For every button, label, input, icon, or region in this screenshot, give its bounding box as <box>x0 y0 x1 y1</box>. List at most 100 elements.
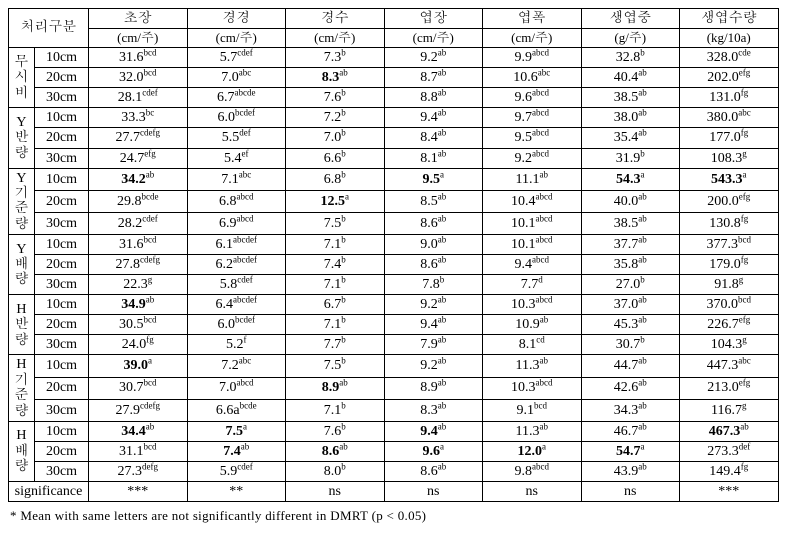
data-cell: 24.0fg <box>89 335 188 355</box>
data-cell: 11.1ab <box>483 168 582 190</box>
data-cell: 27.3defg <box>89 461 188 481</box>
depth-label: 20cm <box>35 190 89 212</box>
significance-cell: *** <box>680 481 779 501</box>
col-header: 생엽중 <box>581 9 680 29</box>
table-row: H배량10cm34.4ab7.5a7.6b9.4ab11.3ab46.7ab46… <box>9 421 779 441</box>
data-cell: 32.0bcd <box>89 68 188 88</box>
col-unit: (kg/10a) <box>680 29 779 48</box>
data-cell: 6.8b <box>286 168 385 190</box>
table-row: H기준량10cm39.0a7.2abc7.5b9.2ab11.3ab44.7ab… <box>9 355 779 377</box>
data-cell: 7.2abc <box>187 355 286 377</box>
data-cell: 7.0abc <box>187 68 286 88</box>
data-cell: 370.0bcd <box>680 295 779 315</box>
data-cell: 30.7bcd <box>89 377 188 399</box>
data-cell: 447.3abc <box>680 355 779 377</box>
depth-label: 10cm <box>35 295 89 315</box>
data-cell: 34.3ab <box>581 399 680 421</box>
data-cell: 380.0abc <box>680 108 779 128</box>
data-cell: 91.8g <box>680 275 779 295</box>
data-cell: 200.0efg <box>680 190 779 212</box>
data-cell: 131.0fg <box>680 88 779 108</box>
header-group: 처리구분 <box>9 9 89 48</box>
col-unit: (cm/주) <box>483 29 582 48</box>
data-cell: 40.4ab <box>581 68 680 88</box>
data-cell: 149.4fg <box>680 461 779 481</box>
data-cell: 7.2b <box>286 108 385 128</box>
data-cell: 27.8cdefg <box>89 254 188 274</box>
significance-row: significance*****nsnsnsns*** <box>9 481 779 501</box>
data-cell: 39.0a <box>89 355 188 377</box>
data-cell: 9.4ab <box>384 315 483 335</box>
data-cell: 7.1b <box>286 315 385 335</box>
group-label: 무시비 <box>9 48 35 108</box>
depth-label: 30cm <box>35 461 89 481</box>
data-cell: 31.1bcd <box>89 441 188 461</box>
data-cell: 46.7ab <box>581 421 680 441</box>
group-label: H배량 <box>9 421 35 481</box>
data-cell: 6.9abcd <box>187 212 286 234</box>
data-cell: 42.6ab <box>581 377 680 399</box>
data-cell: 6.4abcdef <box>187 295 286 315</box>
data-cell: 7.4b <box>286 254 385 274</box>
significance-cell: ** <box>187 481 286 501</box>
data-cell: 8.6ab <box>384 254 483 274</box>
data-cell: 9.9abcd <box>483 48 582 68</box>
data-cell: 328.0cde <box>680 48 779 68</box>
depth-label: 10cm <box>35 168 89 190</box>
col-header: 생엽수량 <box>680 9 779 29</box>
data-cell: 9.7abcd <box>483 108 582 128</box>
data-cell: 10.1abcd <box>483 234 582 254</box>
depth-label: 20cm <box>35 254 89 274</box>
col-header: 초장 <box>89 9 188 29</box>
data-cell: 30.5bcd <box>89 315 188 335</box>
significance-label: significance <box>9 481 89 501</box>
data-cell: 9.4ab <box>384 421 483 441</box>
depth-label: 30cm <box>35 148 89 168</box>
data-cell: 177.0fg <box>680 128 779 148</box>
data-cell: 213.0efg <box>680 377 779 399</box>
col-unit: (cm/주) <box>89 29 188 48</box>
data-cell: 6.7b <box>286 295 385 315</box>
data-cell: 34.9ab <box>89 295 188 315</box>
data-cell: 6.6b <box>286 148 385 168</box>
table-row: Y반량10cm33.3bc6.0bcdef7.2b9.4ab9.7abcd38.… <box>9 108 779 128</box>
data-cell: 54.3a <box>581 168 680 190</box>
data-cell: 38.5ab <box>581 88 680 108</box>
data-cell: 8.1cd <box>483 335 582 355</box>
data-cell: 8.3ab <box>384 399 483 421</box>
data-cell: 5.5def <box>187 128 286 148</box>
depth-label: 30cm <box>35 275 89 295</box>
significance-cell: *** <box>89 481 188 501</box>
data-cell: 7.1b <box>286 399 385 421</box>
data-cell: 38.5ab <box>581 212 680 234</box>
data-cell: 7.6b <box>286 421 385 441</box>
table-row: 무시비10cm31.6bcd5.7cdef7.3b9.2ab9.9abcd32.… <box>9 48 779 68</box>
table-row: 20cm30.7bcd7.0abcd8.9ab8.9ab10.3abcd42.6… <box>9 377 779 399</box>
data-cell: 11.3ab <box>483 421 582 441</box>
data-cell: 7.8b <box>384 275 483 295</box>
data-cell: 467.3ab <box>680 421 779 441</box>
data-cell: 37.7ab <box>581 234 680 254</box>
data-cell: 130.8fg <box>680 212 779 234</box>
data-cell: 10.4abcd <box>483 190 582 212</box>
table-row: 20cm27.8cdefg6.2abcdef7.4b8.6ab9.4abcd35… <box>9 254 779 274</box>
depth-label: 30cm <box>35 212 89 234</box>
depth-label: 20cm <box>35 315 89 335</box>
data-cell: 5.9cdef <box>187 461 286 481</box>
data-cell: 54.7a <box>581 441 680 461</box>
data-cell: 5.2f <box>187 335 286 355</box>
group-label: Y반량 <box>9 108 35 168</box>
table-row: 30cm27.9cdefg6.6abcde7.1b8.3ab9.1bcd34.3… <box>9 399 779 421</box>
data-cell: 5.7cdef <box>187 48 286 68</box>
data-cell: 27.7cdefg <box>89 128 188 148</box>
data-cell: 31.6bcd <box>89 48 188 68</box>
depth-label: 20cm <box>35 377 89 399</box>
data-cell: 7.1b <box>286 234 385 254</box>
data-cell: 7.4ab <box>187 441 286 461</box>
depth-label: 30cm <box>35 399 89 421</box>
data-cell: 104.3g <box>680 335 779 355</box>
data-cell: 108.3g <box>680 148 779 168</box>
table-row: 30cm24.0fg5.2f7.7b7.9ab8.1cd30.7b104.3g <box>9 335 779 355</box>
data-cell: 44.7ab <box>581 355 680 377</box>
data-cell: 12.0a <box>483 441 582 461</box>
